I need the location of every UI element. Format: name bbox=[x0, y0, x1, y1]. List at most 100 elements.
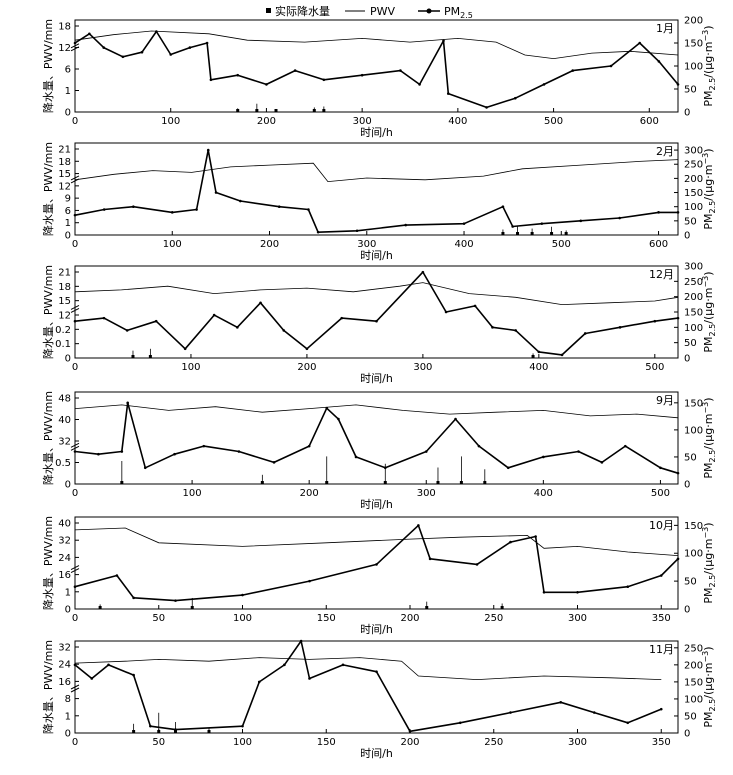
pm25-point bbox=[340, 316, 344, 320]
x-tick-label: 200 bbox=[257, 116, 276, 127]
pm25-point bbox=[283, 663, 286, 667]
pm25-point bbox=[212, 313, 216, 317]
x-tick-label: 0 bbox=[72, 362, 78, 373]
precip-marker bbox=[157, 730, 161, 733]
pm25-point bbox=[170, 211, 174, 214]
legend-pm25-dot bbox=[426, 8, 432, 14]
x-axis-label: 时间/h bbox=[360, 126, 393, 139]
pm25-point bbox=[143, 466, 147, 470]
x-axis-label: 时间/h bbox=[360, 372, 393, 385]
pm25-point bbox=[174, 728, 177, 731]
pwv-line bbox=[74, 657, 662, 681]
panels: 1月0 100 200 300 400 500 6000161218050100150200… bbox=[41, 16, 717, 761]
precip-marker bbox=[530, 232, 534, 235]
x-axis-label: 时间/h bbox=[360, 623, 393, 636]
pwv-line bbox=[74, 30, 679, 60]
pm25-point bbox=[354, 455, 358, 459]
pm25-point bbox=[325, 406, 329, 410]
pm25-point bbox=[577, 450, 580, 453]
axis-break bbox=[70, 565, 80, 571]
x-tick-label: 250 bbox=[484, 737, 503, 748]
pwv-line bbox=[74, 282, 679, 306]
left-tick-label: 1 bbox=[65, 218, 71, 229]
right-tick-label: 50 bbox=[684, 577, 697, 588]
left-tick-label: 6 bbox=[65, 206, 71, 217]
left-tick-label: 16 bbox=[58, 677, 71, 688]
panel-month-label: 2月 bbox=[656, 145, 674, 158]
pm25-point bbox=[428, 557, 432, 561]
right-tick-label: 150 bbox=[684, 521, 703, 532]
pm25-point bbox=[542, 83, 546, 86]
left-tick-label: 9 bbox=[65, 194, 71, 205]
panel-month-label: 11月 bbox=[649, 643, 674, 656]
x-tick-label: 100 bbox=[233, 737, 252, 748]
pm25-point bbox=[259, 301, 262, 305]
pm25-line bbox=[74, 30, 679, 109]
pm25-point bbox=[657, 211, 660, 214]
pm25-point bbox=[559, 701, 563, 704]
right-tick-label: 250 bbox=[684, 643, 703, 654]
pm25-point bbox=[404, 223, 407, 227]
x-tick-label: 400 bbox=[534, 488, 553, 499]
pm25-point bbox=[583, 332, 587, 335]
left-axis-label: 降水量、PWV/mm bbox=[41, 640, 55, 734]
pm25-point bbox=[337, 417, 340, 421]
x-tick-label: 50 bbox=[152, 613, 165, 624]
precip-marker bbox=[274, 109, 278, 112]
x-tick-label: 100 bbox=[233, 613, 252, 624]
pm25-point bbox=[73, 663, 77, 667]
x-tick-label: 250 bbox=[484, 613, 503, 624]
left-tick-label: 18 bbox=[58, 157, 71, 168]
panel-month-label: 12月 bbox=[649, 268, 674, 281]
legend-precip-label: 实际降水量 bbox=[275, 4, 330, 18]
left-tick-label: 8 bbox=[65, 694, 71, 705]
left-tick-label: 24 bbox=[58, 660, 71, 671]
panel-4: 10月 0 50 100 150 200 250 300 350 0 1 16 24 32 40 0 50 100… bbox=[41, 516, 717, 636]
left-tick-label: 40 bbox=[58, 415, 71, 426]
pm25-point bbox=[73, 213, 77, 217]
precip-marker bbox=[98, 606, 102, 609]
right-tick-label: 0 bbox=[684, 605, 690, 616]
left-axis-label: 降水量、PWV/mm bbox=[41, 142, 55, 236]
x-tick-label: 300 bbox=[568, 737, 587, 748]
x-tick-label: 100 bbox=[161, 116, 180, 127]
pm25-point bbox=[534, 535, 537, 538]
pm25-point bbox=[676, 83, 680, 86]
pm25-point bbox=[579, 219, 583, 223]
right-tick-label: 250 bbox=[684, 160, 703, 171]
x-tick-label: 500 bbox=[544, 116, 563, 127]
pm25-point bbox=[571, 69, 575, 72]
right-tick-label: 50 bbox=[684, 338, 697, 349]
pm25-point bbox=[424, 450, 428, 453]
left-axis-label: 降水量、PWV/mm bbox=[41, 265, 55, 359]
pm25-point bbox=[308, 677, 311, 680]
left-tick-label: 0.5 bbox=[55, 458, 71, 469]
pm25-point bbox=[383, 466, 387, 470]
precip-marker bbox=[322, 109, 326, 112]
left-tick-label: 0 bbox=[65, 108, 71, 119]
pm25-point bbox=[417, 524, 420, 527]
precip-marker bbox=[531, 355, 535, 358]
x-tick-label: 600 bbox=[640, 116, 659, 127]
pm25-point bbox=[293, 69, 297, 72]
pm25-point bbox=[237, 450, 241, 453]
pm25-point bbox=[638, 41, 642, 45]
left-tick-label: 12 bbox=[58, 181, 71, 192]
precip-marker bbox=[383, 481, 387, 484]
pm25-point bbox=[624, 444, 627, 448]
legend-precip-marker bbox=[266, 8, 271, 13]
pm25-point bbox=[618, 216, 621, 220]
pm25-point bbox=[149, 724, 152, 728]
right-tick-label: 100 bbox=[684, 549, 703, 560]
right-tick-label: 200 bbox=[684, 16, 703, 27]
pm25-point bbox=[408, 729, 412, 733]
right-tick-label: 100 bbox=[684, 425, 703, 436]
pm25-point bbox=[659, 707, 663, 711]
pm25-point bbox=[600, 461, 604, 464]
pm25-point bbox=[121, 55, 125, 59]
precip-marker bbox=[132, 730, 136, 733]
pm25-point bbox=[188, 46, 192, 49]
right-tick-label: 50 bbox=[684, 216, 697, 227]
pm25-point bbox=[462, 222, 466, 225]
pm25-point bbox=[454, 417, 457, 421]
